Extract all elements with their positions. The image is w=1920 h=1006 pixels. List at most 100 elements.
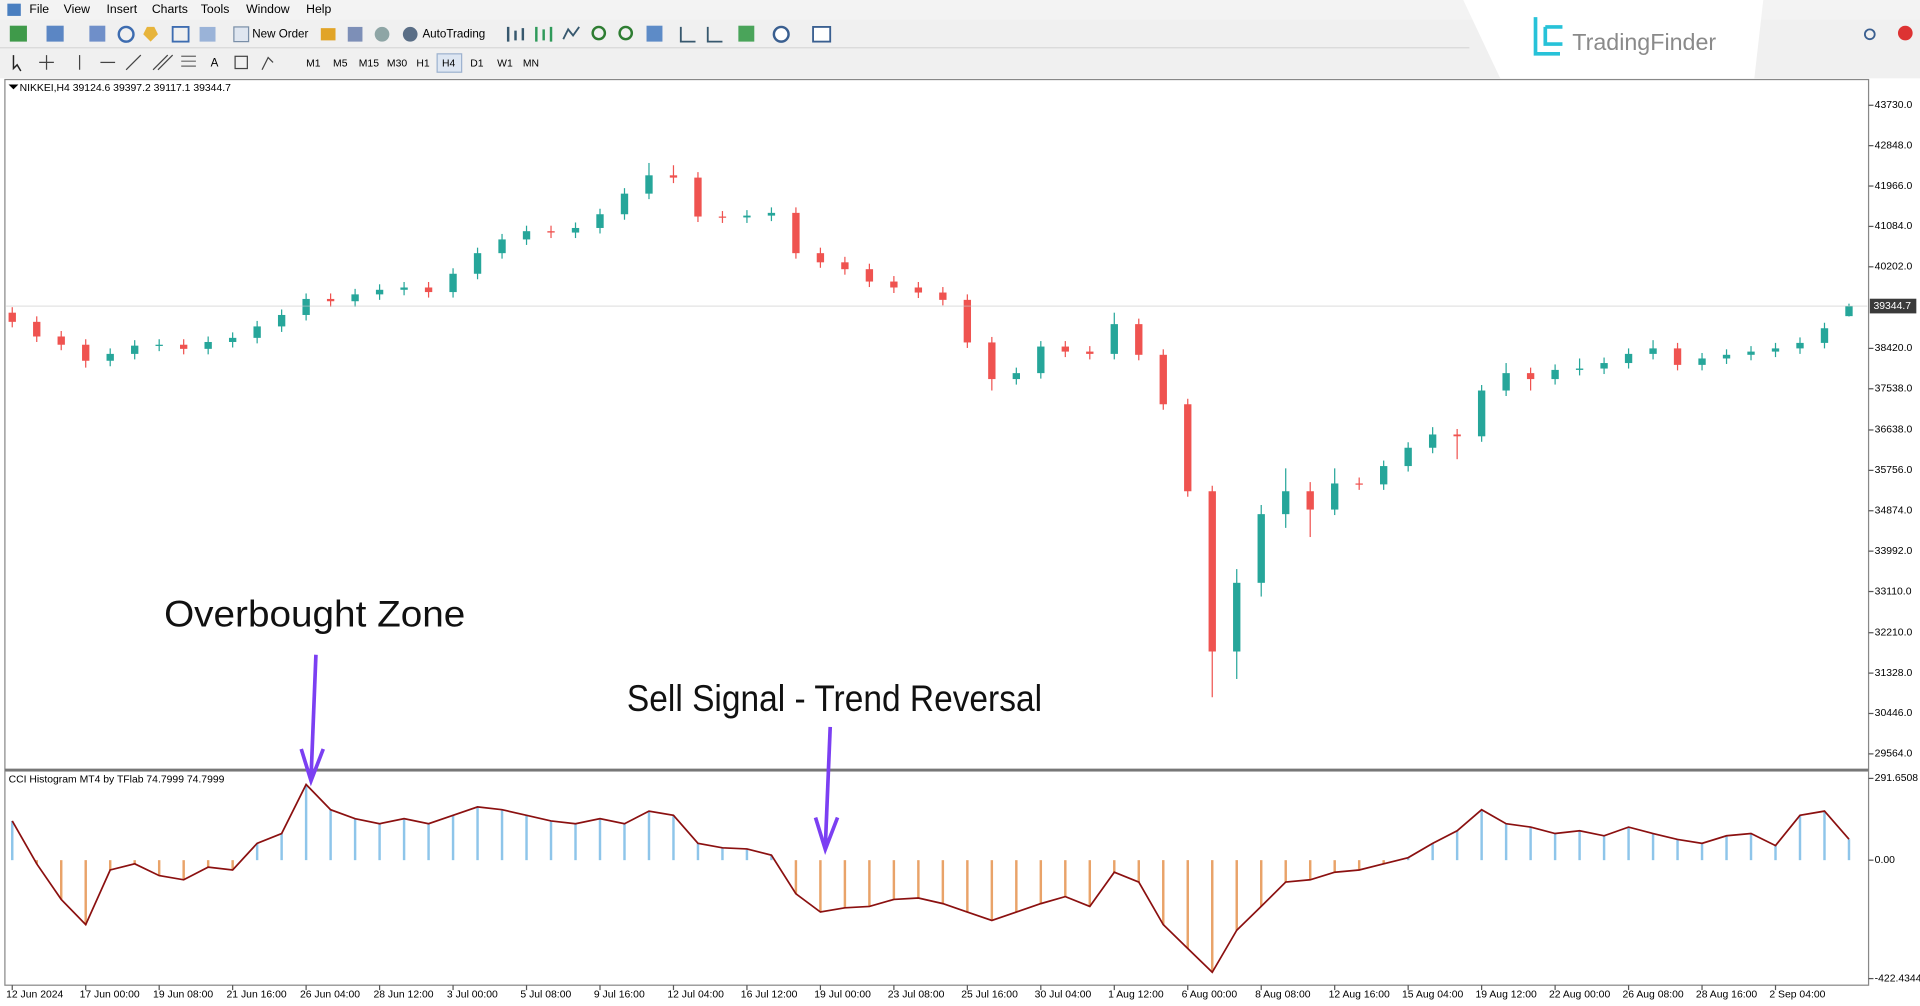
tool-button[interactable] [261, 56, 274, 71]
y-tick-label: 33110.0 [1875, 586, 1912, 597]
y-tick-label: 32210.0 [1875, 627, 1913, 638]
menu-item[interactable]: Insert [107, 2, 138, 16]
tool-button[interactable] [706, 26, 723, 43]
x-tick-label: 26 Jun 04:00 [300, 990, 360, 1001]
timeframe-active [436, 53, 463, 73]
notification-icon[interactable] [1897, 25, 1913, 41]
tool-button[interactable] [171, 26, 190, 43]
new-order-button[interactable]: New Order [252, 27, 308, 40]
candle-body [449, 273, 457, 293]
menu-item[interactable]: Charts [152, 2, 188, 16]
tool-button[interactable] [152, 54, 174, 71]
candle-body [988, 342, 996, 380]
candle-body [1575, 368, 1584, 370]
tool-button[interactable] [233, 26, 250, 43]
candle-body [1600, 363, 1608, 369]
menu-item[interactable]: View [64, 2, 90, 16]
candle-body [155, 344, 163, 346]
timeframe-button[interactable]: D1 [470, 58, 484, 69]
y-tick-label: 30446.0 [1875, 708, 1913, 719]
timeframe-button[interactable]: MN [523, 58, 539, 69]
candle-body [865, 269, 874, 282]
tool-button[interactable] [772, 25, 790, 43]
autotrading-button[interactable]: AutoTrading [422, 27, 485, 40]
candle-body [914, 287, 923, 293]
tool-button[interactable] [679, 26, 696, 43]
candle-body [767, 212, 776, 216]
menu-item[interactable]: Window [246, 2, 290, 16]
arrow-head [299, 748, 325, 787]
indicator-title: CCI Histogram MT4 by TFlab 74.7999 74.79… [9, 774, 225, 785]
x-tick-label: 3 Jul 00:00 [447, 990, 498, 1001]
timeframe-button[interactable]: M5 [333, 58, 348, 69]
y-tick-label: 0.00 [1875, 855, 1895, 866]
tool-button[interactable] [143, 26, 158, 42]
x-tick-label: 16 Jul 12:00 [741, 990, 798, 1001]
timeframe-button[interactable]: M15 [359, 58, 379, 69]
tool-button[interactable] [39, 55, 54, 70]
candle-body [792, 212, 800, 254]
tool-button[interactable] [562, 26, 580, 40]
x-tick-label: 17 Jun 00:00 [80, 990, 140, 1001]
candle-body [106, 353, 114, 361]
y-tick-label: 291.6508 [1875, 773, 1919, 784]
tool-button[interactable] [591, 25, 607, 41]
tool-button[interactable]: A [211, 57, 219, 70]
timeframe-button[interactable]: H4 [442, 58, 456, 69]
tool-button[interactable] [117, 25, 135, 43]
tool-button[interactable] [506, 26, 525, 42]
candle-body [1649, 348, 1657, 354]
tool-button[interactable] [738, 25, 755, 42]
candle-body [1012, 373, 1020, 380]
y-tick-label: 43730.0 [1875, 100, 1913, 111]
candle-body [571, 227, 580, 233]
candle-body [816, 253, 825, 263]
tool-button[interactable] [320, 28, 336, 41]
y-tick-label: 35756.0 [1875, 465, 1913, 476]
candle-body [326, 298, 335, 302]
candle-body [1673, 348, 1682, 365]
candle-body [1404, 447, 1412, 467]
tool-button[interactable] [347, 26, 363, 42]
x-tick-label: 12 Jun 2024 [6, 990, 63, 1001]
candle-body [82, 344, 90, 361]
symbol-marker [8, 84, 19, 90]
tool-button[interactable] [234, 55, 248, 70]
x-tick-label: 28 Aug 16:00 [1696, 990, 1757, 1001]
menu-item[interactable]: Help [306, 2, 331, 16]
y-tick-label: 37538.0 [1875, 384, 1913, 395]
tool-button[interactable] [535, 26, 553, 42]
tool-button[interactable] [125, 54, 142, 71]
timeframe-button[interactable]: M1 [306, 58, 321, 69]
candle-body [939, 292, 947, 300]
menu-item[interactable]: Tools [201, 2, 230, 16]
y-tick-label: 36638.0 [1875, 425, 1913, 436]
tool-button[interactable] [12, 55, 22, 72]
candle-body [1551, 369, 1559, 380]
y-tick-label: 33992.0 [1875, 546, 1913, 557]
candle-body [718, 216, 727, 218]
x-tick-label: 30 Jul 04:00 [1035, 990, 1092, 1001]
timeframe-button[interactable]: W1 [497, 58, 513, 69]
tool-button[interactable] [402, 26, 418, 42]
tool-button[interactable] [89, 25, 106, 42]
tool-button[interactable] [646, 25, 663, 42]
candle-body [131, 345, 139, 354]
tool-button[interactable] [812, 26, 832, 43]
tool-button[interactable] [181, 55, 196, 67]
candle-body [1722, 354, 1731, 359]
tool-button[interactable] [618, 25, 634, 41]
tool-button[interactable] [9, 25, 27, 42]
tool-button[interactable] [46, 25, 64, 42]
menu-item[interactable]: File [29, 2, 49, 16]
candle-body [400, 287, 408, 290]
tool-button[interactable] [199, 26, 216, 42]
app-icon [7, 3, 21, 16]
timeframe-button[interactable]: M30 [387, 58, 407, 69]
candle-body [424, 287, 433, 293]
timeframe-button[interactable]: H1 [416, 58, 430, 69]
x-tick-label: 1 Aug 12:00 [1108, 990, 1164, 1001]
candle-body [302, 298, 310, 315]
search-icon[interactable] [1863, 28, 1876, 41]
tool-button[interactable] [374, 26, 390, 42]
